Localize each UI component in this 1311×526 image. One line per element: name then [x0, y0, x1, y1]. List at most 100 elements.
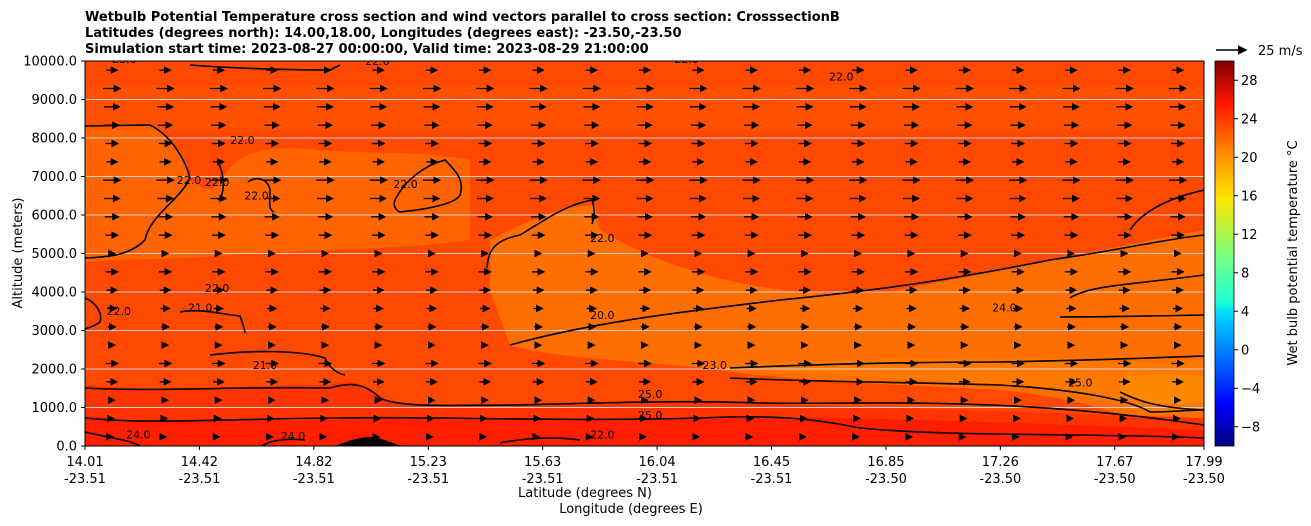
contour-label: 22.0 [590, 428, 615, 441]
quiver-key: 25 m/s [1216, 44, 1303, 59]
contour-label: 22.0 [177, 174, 202, 187]
x-tick-lon: -23.50 [979, 472, 1021, 487]
contour-21-lower [729, 355, 1204, 369]
contour-label: 25.0 [638, 388, 663, 401]
contour-25-mid [261, 438, 306, 446]
contour-label: 23.0 [703, 359, 728, 372]
y-tick-label: 1000.0 [32, 401, 78, 416]
contour-label: 23.0 [112, 53, 137, 66]
contour-label: 22.0 [590, 232, 615, 245]
y-tick-label: 5000.0 [32, 247, 78, 262]
contour-label: 22.0 [365, 55, 390, 68]
contour-label: 22.0 [393, 178, 418, 191]
colorbar: −8 −4 0 4 8 12 16 20 24 28 Wet bulb potential tem… [1214, 60, 1301, 447]
x-tick-lon: -23.51 [522, 472, 564, 487]
contour-label: 20.0 [590, 309, 615, 322]
x-tick-lat: 15.63 [524, 455, 561, 470]
contour-label: 22.0 [106, 305, 131, 318]
colorbar-tick-label: 12 [1241, 228, 1258, 243]
colorbar-tick-label: 4 [1241, 305, 1249, 320]
colorbar-gradient [1214, 60, 1235, 447]
contour-label: 22.0 [230, 134, 255, 147]
y-tick-label: 9000.0 [32, 93, 78, 108]
x-axis: 14.01 -23.51 14.42 -23.51 14.82 -23.51 15.23 -2… [64, 446, 1225, 487]
contour-22-upper-right [1129, 189, 1204, 231]
y-tick-label: 10000.0 [23, 55, 77, 70]
wind-vectors [103, 66, 1188, 441]
contour-20 [1119, 391, 1204, 411]
contour-label: 25.0 [638, 409, 663, 422]
x-axis-label: Latitude (degrees N) [518, 486, 652, 501]
contour-21-band [509, 234, 1204, 346]
x-tick-lon: -23.50 [1094, 472, 1136, 487]
x-tick-lat: 17.67 [1096, 455, 1133, 470]
contour-label: 24.0 [126, 428, 151, 441]
x-tick-lat: 14.01 [66, 455, 103, 470]
contour-22-mid [486, 199, 596, 269]
colorbar-tick-label: 16 [1241, 189, 1258, 204]
x-tick-lat: 16.04 [638, 455, 675, 470]
contour-label: 21.0 [188, 301, 213, 314]
colorbar-tick-label: −8 [1241, 420, 1260, 435]
colorbar-tick-label: 28 [1241, 74, 1258, 89]
contour-21-lower-b [729, 377, 1204, 413]
x-tick-lat: 17.26 [982, 455, 1019, 470]
contour-24 [85, 415, 1204, 439]
contour-label: 24.0 [281, 430, 306, 443]
contour-label: 22.0 [674, 53, 699, 66]
y-tick-label: 0.0 [56, 440, 77, 455]
terrain [335, 437, 402, 446]
contour-label: 22.0 [205, 176, 230, 189]
y-tick-label: 6000.0 [32, 209, 78, 224]
y-tick-label: 7000.0 [32, 170, 78, 185]
x-tick-lat: 16.85 [867, 455, 904, 470]
contour-25-left [85, 431, 141, 446]
x-tick-lon: -23.51 [64, 472, 106, 487]
x-tick-lon: -23.51 [636, 472, 678, 487]
contour-22-blob [393, 159, 463, 213]
contour-label: 24.0 [992, 301, 1017, 314]
y-axis: 0.0 1000.0 2000.0 3000.0 4000.0 5000.0 6000.0 7… [23, 55, 85, 455]
chart-title-line-3: Simulation start time: 2023-08-27 00:00:… [85, 42, 649, 57]
x-tick-lat: 16.45 [753, 455, 790, 470]
colorbar-ticks: −8 −4 0 4 8 12 16 20 24 28 [1234, 74, 1260, 435]
chart-title-line-1: Wetbulb Potential Temperature cross sect… [85, 10, 840, 25]
colorbar-tick-label: 24 [1241, 112, 1258, 127]
field-region-upper-left [85, 125, 470, 262]
colorbar-label: Wet bulb potential temperature °C [1286, 140, 1301, 365]
y-axis-label: Altitude (meters) [11, 198, 26, 309]
field-region-upper-mid [85, 85, 1204, 130]
plot-area: 23.022.022.0 22.022.022.0 22.022.022.022.0… [85, 53, 1204, 446]
contour-22-small-loop [247, 177, 275, 213]
x-tick-lat: 15.23 [410, 455, 447, 470]
x-tick-lat: 17.99 [1185, 455, 1222, 470]
contour-25-mid2 [499, 437, 581, 444]
contour-21-right [1059, 314, 1204, 318]
x-tick-lon: -23.51 [407, 472, 449, 487]
contour-22-mid-left [85, 297, 102, 330]
x-tick-lon: -23.51 [178, 472, 220, 487]
contour-label: 21.0 [253, 359, 278, 372]
colorbar-tick-label: 8 [1241, 266, 1249, 281]
y-tick-label: 4000.0 [32, 286, 78, 301]
contour-label: 22.0 [244, 190, 269, 203]
chart-title-line-2: Latitudes (degrees north): 14.00,18.00, … [85, 26, 682, 41]
x-tick-lon: -23.51 [293, 472, 335, 487]
x-tick-lat: 14.82 [295, 455, 332, 470]
quiver-key-label: 25 m/s [1258, 44, 1303, 59]
x-axis-label-secondary: Longitude (degrees E) [559, 502, 703, 517]
contour-22-left-mid [179, 309, 246, 334]
contour-label: 25.0 [1068, 376, 1093, 389]
contour-21-upper [1069, 274, 1204, 299]
field-region-lower-right [720, 357, 1204, 415]
x-tick-lat: 14.42 [181, 455, 218, 470]
y-tick-label: 8000.0 [32, 132, 78, 147]
colorbar-tick-label: 0 [1241, 343, 1249, 358]
x-tick-lon: -23.51 [751, 472, 793, 487]
y-tick-label: 2000.0 [32, 363, 78, 378]
x-tick-lon: -23.50 [865, 472, 907, 487]
x-tick-lon: -23.50 [1183, 472, 1225, 487]
contour-22-lower [209, 350, 346, 376]
contour-label: 22.0 [829, 70, 854, 83]
